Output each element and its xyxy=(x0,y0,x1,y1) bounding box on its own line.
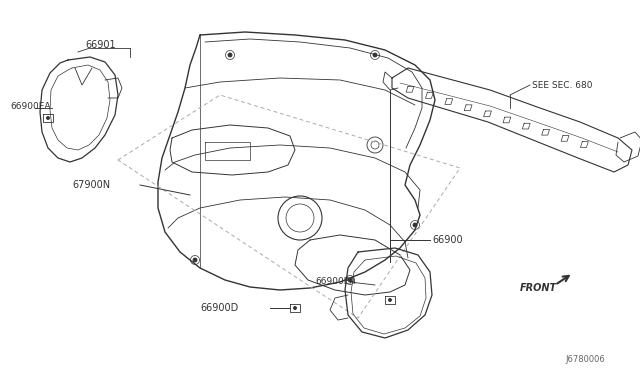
Text: 66900EA: 66900EA xyxy=(315,278,355,286)
Circle shape xyxy=(388,298,392,301)
Text: SEE SEC. 680: SEE SEC. 680 xyxy=(532,80,593,90)
Circle shape xyxy=(348,278,352,282)
Text: 66900EA: 66900EA xyxy=(10,102,51,110)
Circle shape xyxy=(294,307,296,310)
Circle shape xyxy=(193,258,197,262)
Circle shape xyxy=(228,53,232,57)
Text: 67900N: 67900N xyxy=(72,180,110,190)
Text: 66900D: 66900D xyxy=(200,303,238,313)
Circle shape xyxy=(47,116,49,119)
Circle shape xyxy=(373,53,377,57)
Text: FRONT: FRONT xyxy=(520,283,557,293)
Circle shape xyxy=(413,223,417,227)
Text: J6780006: J6780006 xyxy=(565,356,605,365)
Text: 66901: 66901 xyxy=(85,40,116,50)
Text: 66900: 66900 xyxy=(432,235,463,245)
